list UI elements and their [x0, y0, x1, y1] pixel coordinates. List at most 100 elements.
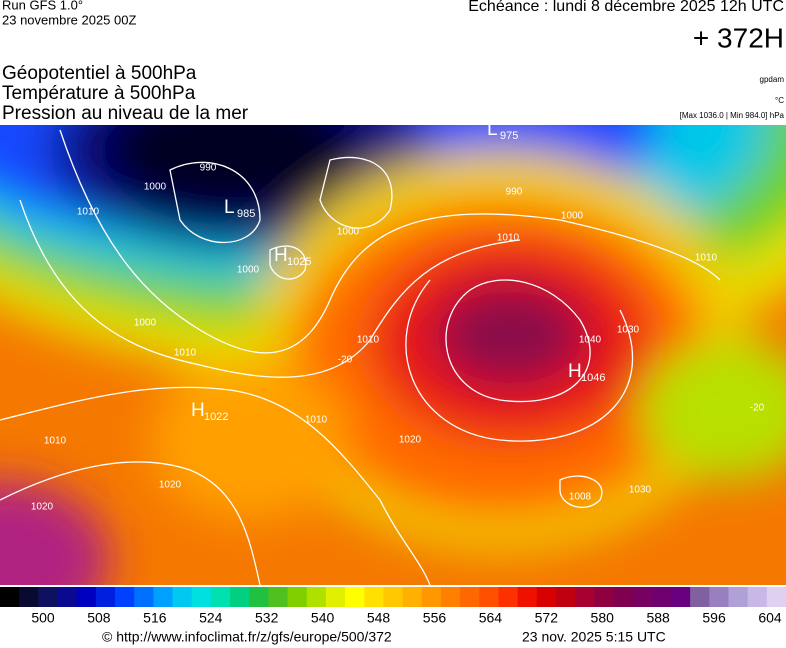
- isobar-label: 1010: [305, 415, 328, 426]
- color-swatch: [249, 587, 269, 607]
- unit: [Max 1036.0 | Min 984.0] hPa: [680, 111, 785, 120]
- color-swatch: [517, 587, 538, 607]
- color-swatch: [95, 587, 116, 607]
- center-value: 1046: [581, 372, 605, 384]
- color-swatch: [632, 587, 653, 607]
- color-swatch: [651, 587, 672, 607]
- color-swatch: [172, 587, 193, 607]
- field: Température à 500hPa: [2, 83, 196, 104]
- color-swatch: [325, 587, 346, 607]
- color-swatch: [230, 587, 250, 607]
- isobar-label: 1040: [579, 335, 602, 346]
- center-value: 1025: [287, 256, 311, 268]
- isobar-label: 990: [200, 163, 217, 174]
- isobar-label: 1020: [31, 502, 54, 513]
- center-symbol: H: [191, 400, 205, 421]
- center-symbol: H: [274, 245, 288, 266]
- color-swatch: [498, 587, 519, 607]
- center-value: 1022: [204, 411, 228, 423]
- colorbar-tick-label: 524: [199, 610, 223, 626]
- color-swatch: [76, 587, 97, 607]
- center-symbol: H: [568, 361, 582, 382]
- isobar-label: 990: [506, 187, 523, 198]
- colorbar-tick-label: 548: [367, 610, 391, 626]
- isobar-label: 1000: [144, 182, 167, 193]
- colorbar-tick-label: 500: [31, 610, 55, 626]
- color-swatch: [364, 587, 384, 607]
- isobar-label: 1010: [695, 253, 718, 264]
- color-swatch: [19, 587, 39, 607]
- colorbar-tick-label: 604: [758, 610, 782, 626]
- isobar-label: 1008: [569, 492, 592, 503]
- color-swatch: [460, 587, 480, 607]
- lead-time: + 372H: [693, 22, 784, 53]
- isobar-label: 1010: [44, 436, 67, 447]
- colorbar-tick-label: 596: [702, 610, 726, 626]
- colorbar-tick-label: 540: [311, 610, 335, 626]
- color-swatch: [709, 587, 729, 607]
- color-swatch: [345, 587, 365, 607]
- source-url: © http://www.infoclimat.fr/z/gfs/europe/…: [102, 629, 392, 645]
- colorbar-tick-label: 516: [143, 610, 167, 626]
- color-swatch: [0, 587, 20, 607]
- isobar-label: 1000: [134, 318, 157, 329]
- color-swatch: [613, 587, 634, 607]
- center-value: 975: [500, 130, 518, 142]
- isobar-label: 1000: [561, 211, 584, 222]
- isobar-label: 1010: [357, 335, 380, 346]
- color-swatch: [575, 587, 595, 607]
- isobar-label: 1010: [77, 207, 100, 218]
- color-swatch: [421, 587, 442, 607]
- center-symbol: L: [224, 197, 235, 218]
- isobar-label: 1030: [617, 325, 640, 336]
- color-swatch: [287, 587, 308, 607]
- color-swatch: [728, 587, 749, 607]
- color-swatch: [594, 587, 614, 607]
- color-swatch: [383, 587, 404, 607]
- colorbar-tick-label: 564: [479, 610, 503, 626]
- color-swatch: [306, 587, 327, 607]
- color-swatch: [57, 587, 78, 607]
- color-swatch: [440, 587, 461, 607]
- colorbar-tick-label: 588: [646, 610, 670, 626]
- run: Run GFS 1.0°: [2, 0, 83, 12]
- isobar-label: 1000: [337, 227, 360, 238]
- color-swatch: [210, 587, 231, 607]
- colorbar-tick-label: 580: [591, 610, 615, 626]
- colorbar-tick-label: 532: [255, 610, 279, 626]
- isobar-label: 1000: [237, 265, 260, 276]
- color-swatch: [268, 587, 289, 607]
- colorbar-tick-label: 556: [423, 610, 447, 626]
- color-swatch: [670, 587, 691, 607]
- color-swatch: [555, 587, 576, 607]
- isobar-label: 1030: [629, 485, 652, 496]
- field: Géopotentiel à 500hPa: [2, 63, 197, 84]
- color-swatch: [134, 587, 154, 607]
- valid-time: Echéance : lundi 8 décembre 2025 12h UTC: [468, 0, 784, 15]
- colorbar-tick-label: 508: [87, 610, 111, 626]
- isobar-label: -20: [338, 355, 353, 366]
- isobar-labels: 990 1000 1010 990 1000 1010 1000 1000 1010 1030 10…: [31, 163, 765, 513]
- color-swatch: [191, 587, 212, 607]
- isobar-label: 1020: [399, 435, 422, 446]
- isobar-label: -20: [750, 403, 765, 414]
- isobar-label: 1010: [174, 348, 197, 359]
- isobar-label: 1010: [497, 233, 520, 244]
- colorbar: 500 508 516 524 532 540 548 556 564 572 580 588 596 6…: [0, 587, 786, 626]
- isobar-label: 1020: [159, 480, 182, 491]
- timestamp: 23 nov. 2025 5:15 UTC: [522, 629, 666, 645]
- unit: °C: [775, 96, 784, 105]
- unit: gpdam: [760, 75, 785, 84]
- color-swatch: [747, 587, 768, 607]
- color-swatch: [690, 587, 710, 607]
- colorbar-tick-label: 572: [535, 610, 559, 626]
- color-swatch: [479, 587, 499, 607]
- color-swatch: [766, 587, 786, 607]
- run-date: 23 novembre 2025 00Z: [2, 12, 136, 27]
- color-swatch: [153, 587, 174, 607]
- color-swatch: [536, 587, 557, 607]
- color-swatch: [115, 587, 135, 607]
